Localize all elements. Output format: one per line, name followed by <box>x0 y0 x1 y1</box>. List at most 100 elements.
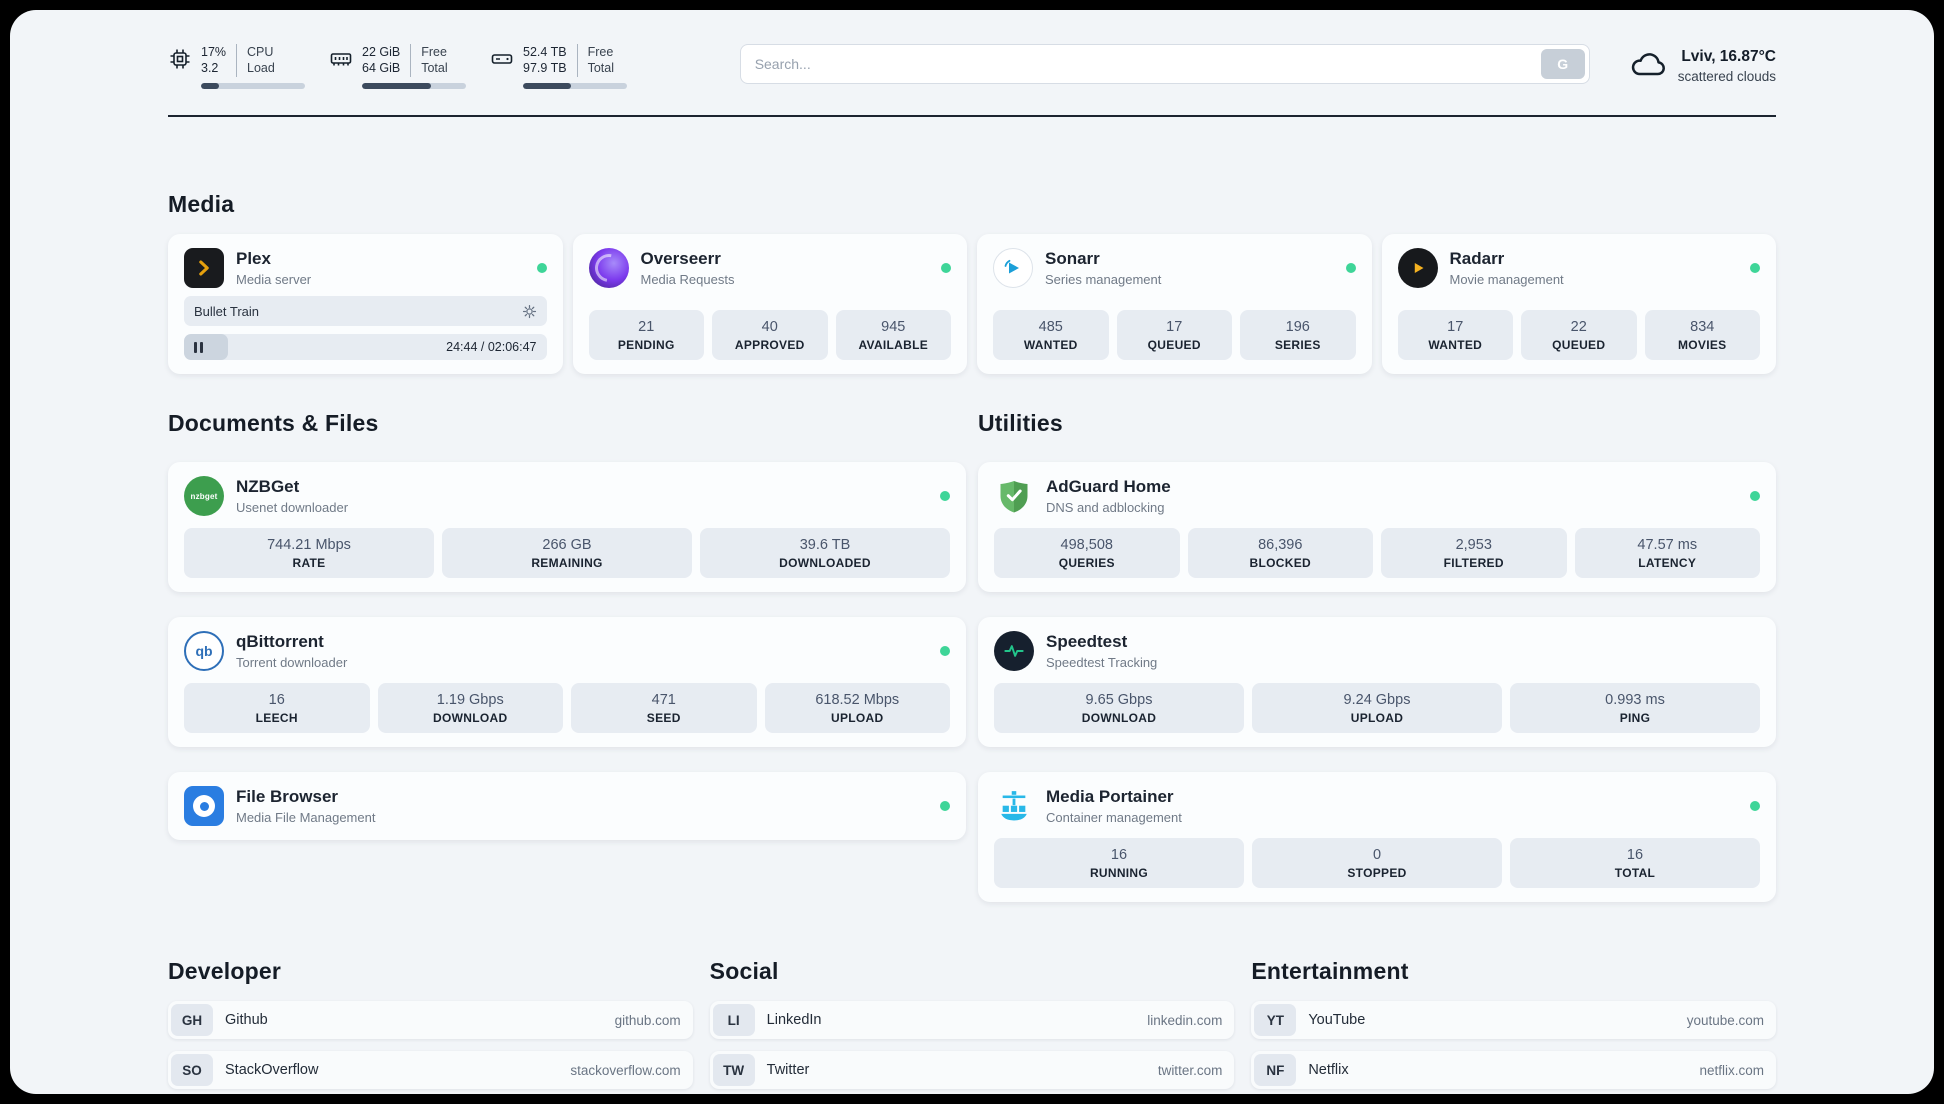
section-social: Social LI LinkedIn linkedin.com TW Twitt… <box>709 958 1235 1089</box>
filebrowser-card[interactable]: File Browser Media File Management <box>168 772 966 840</box>
app-name: Plex <box>236 249 271 268</box>
stat-wanted: 485 WANTED <box>993 310 1109 360</box>
stat-blocked: 86,396 BLOCKED <box>1187 528 1373 578</box>
app-subtitle: Series management <box>1045 272 1162 287</box>
app-subtitle: Movie management <box>1449 272 1564 287</box>
nzbget-card[interactable]: nzbget NZBGet Usenet downloader 744.21 M… <box>168 462 966 592</box>
playback-progress-bar[interactable]: 24:44 / 02:06:47 <box>184 334 547 360</box>
app-subtitle: Media File Management <box>236 810 376 825</box>
link-stackoverflow[interactable]: SO StackOverflow stackoverflow.com <box>168 1051 693 1089</box>
plex-icon <box>184 248 224 288</box>
portainer-card[interactable]: Media Portainer Container management 16 … <box>978 772 1776 902</box>
link-twitter[interactable]: TW Twitter twitter.com <box>709 1051 1235 1089</box>
cpu-icon <box>168 47 192 71</box>
stat-queued: 17 QUEUED <box>1116 310 1232 360</box>
section-utilities: Utilities AdGuard Home DNS and adblockin… <box>978 410 1776 902</box>
section-title: Developer <box>168 958 282 984</box>
link-abbr: LI <box>712 1004 755 1036</box>
status-dot <box>941 263 951 273</box>
link-abbr: SO <box>171 1054 213 1086</box>
radarr-card[interactable]: Radarr Movie management 17 WANTED 22 QUE… <box>1381 234 1776 374</box>
dashboard-panel: 17% 3.2 CPU Load <box>10 10 1934 1094</box>
disk-icon <box>490 47 514 71</box>
status-dot <box>536 263 547 273</box>
top-bar: 17% 3.2 CPU Load <box>168 44 1776 89</box>
app-name: NZBGet <box>236 477 300 496</box>
section-title: Utilities <box>978 410 1063 436</box>
app-subtitle: Media server <box>236 272 312 287</box>
section-documents: Documents & Files nzbget NZBGet Usenet d… <box>168 410 966 902</box>
link-abbr: TW <box>712 1054 755 1086</box>
plex-card[interactable]: Plex Media server Bullet Train <box>168 234 563 374</box>
overseerr-icon <box>588 248 629 288</box>
weather-location: Lviv, 16.87°C <box>1681 47 1776 65</box>
now-playing-title: Bullet Train <box>194 303 260 319</box>
stat-ping: 0.993 ms PING <box>1510 683 1760 733</box>
app-name: Radarr <box>1449 249 1505 268</box>
app-subtitle: Usenet downloader <box>236 500 349 515</box>
ram-labels: Free Total <box>421 45 448 76</box>
stat-available: 945 AVAILABLE <box>835 310 951 360</box>
speedtest-card[interactable]: Speedtest Speedtest Tracking 9.65 Gbps D… <box>978 617 1776 747</box>
stat-series: 196 SERIES <box>1240 310 1356 360</box>
now-playing: Bullet Train <box>184 296 547 326</box>
section-title: Social <box>709 958 779 984</box>
app-name: AdGuard Home <box>1046 477 1171 496</box>
status-dot <box>940 801 950 811</box>
gear-icon[interactable] <box>522 304 537 319</box>
metric-divider <box>576 44 578 77</box>
ram-progress-bar <box>362 82 466 89</box>
link-netflix[interactable]: NF Netflix netflix.com <box>1251 1051 1776 1089</box>
weather-widget[interactable]: Lviv, 16.87°C scattered clouds <box>1628 44 1776 89</box>
app-subtitle: Torrent downloader <box>236 655 348 670</box>
sonarr-card[interactable]: Sonarr Series management 485 WANTED 17 Q… <box>977 234 1372 374</box>
disk-labels: Free Total <box>587 45 614 76</box>
app-name: Overseerr <box>640 249 721 268</box>
status-dot <box>940 491 950 501</box>
ram-metric: 22 GiB 64 GiB Free Total <box>329 44 466 89</box>
status-dot <box>1750 801 1760 811</box>
section-title: Documents & Files <box>168 410 379 436</box>
pause-icon[interactable] <box>194 341 203 353</box>
search-engine-button[interactable]: G <box>1540 49 1585 79</box>
overseerr-card[interactable]: Overseerr Media Requests 21 PENDING 40 A… <box>572 234 967 374</box>
link-linkedin[interactable]: LI LinkedIn linkedin.com <box>709 1001 1235 1039</box>
stat-remaining: 266 GB REMAINING <box>442 528 692 578</box>
stat-stopped: 0 STOPPED <box>1252 838 1502 888</box>
stat-filtered: 2,953 FILTERED <box>1381 528 1567 578</box>
stat-leech: 16 LEECH <box>184 683 370 733</box>
app-name: File Browser <box>236 787 339 806</box>
app-subtitle: Speedtest Tracking <box>1046 655 1158 670</box>
link-abbr: YT <box>1254 1004 1297 1036</box>
ram-values: 22 GiB 64 GiB <box>362 45 401 76</box>
app-subtitle: Container management <box>1046 810 1182 825</box>
stat-seed: 471 SEED <box>571 683 757 733</box>
stat-movies: 834 MOVIES <box>1644 310 1760 360</box>
section-entertainment: Entertainment YT YouTube youtube.com NF … <box>1251 958 1776 1094</box>
link-youtube[interactable]: YT YouTube youtube.com <box>1251 1001 1776 1039</box>
status-dot <box>1345 263 1356 273</box>
playback-time: 24:44 / 02:06:47 <box>446 340 537 354</box>
link-github[interactable]: GH Github github.com <box>168 1001 693 1039</box>
cpu-labels: CPU Load <box>247 45 275 76</box>
speedtest-icon <box>994 631 1034 671</box>
metric-divider <box>410 44 412 77</box>
stat-running: 16 RUNNING <box>994 838 1244 888</box>
section-media: Media Plex Media server <box>168 191 1776 374</box>
section-developer: Developer GH Github github.com SO StackO… <box>168 958 693 1094</box>
stat-download: 9.65 Gbps DOWNLOAD <box>994 683 1244 733</box>
adguard-card[interactable]: AdGuard Home DNS and adblocking 498,508 … <box>978 462 1776 592</box>
cpu-progress-bar <box>201 82 305 89</box>
app-name: qBittorrent <box>236 632 324 651</box>
app-name: Media Portainer <box>1046 787 1174 806</box>
app-name: Speedtest <box>1046 632 1128 651</box>
qbittorrent-card[interactable]: qb qBittorrent Torrent downloader 16 LEE… <box>168 617 966 747</box>
header-divider <box>168 115 1776 117</box>
status-dot <box>1750 491 1760 501</box>
portainer-icon <box>994 786 1034 826</box>
nzbget-icon: nzbget <box>184 476 224 516</box>
search-input[interactable] <box>739 44 1590 84</box>
app-subtitle: DNS and adblocking <box>1046 500 1165 515</box>
status-dot <box>940 646 950 656</box>
cpu-metric: 17% 3.2 CPU Load <box>168 44 305 89</box>
